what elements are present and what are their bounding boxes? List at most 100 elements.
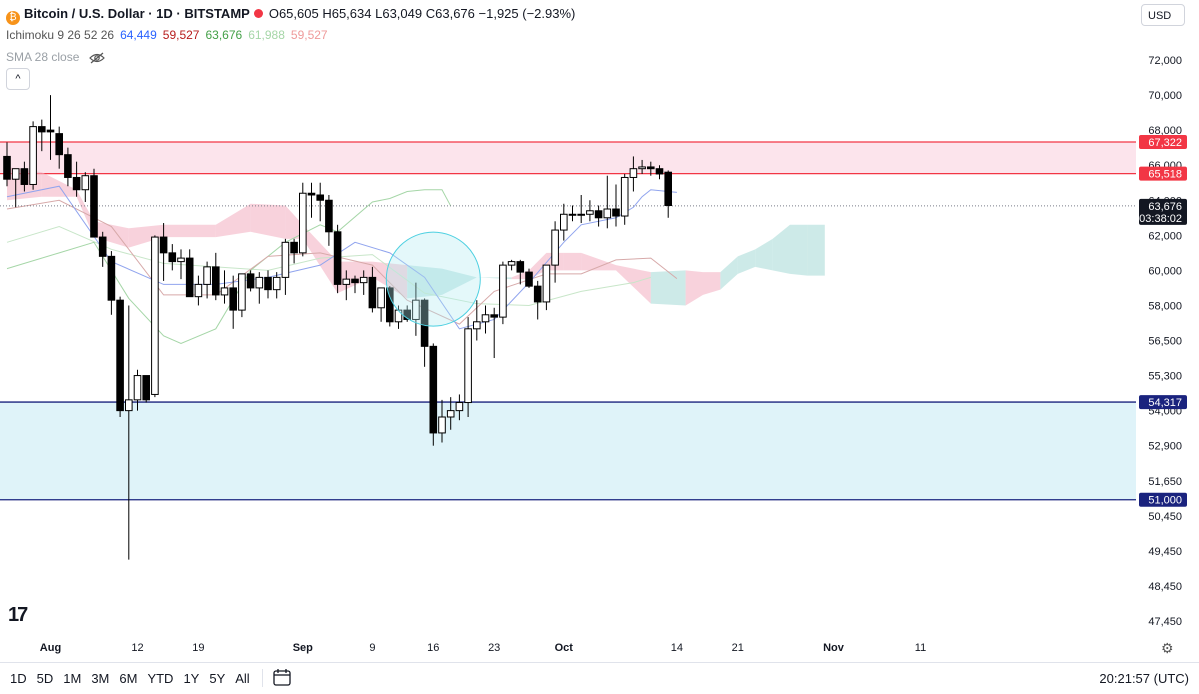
- sma-line: [6, 226, 651, 306]
- ohlc-high: H65,634: [322, 6, 372, 21]
- ohlc-open: O65,605: [268, 6, 319, 21]
- candle-body: [325, 199, 333, 233]
- candle-body: [299, 192, 307, 254]
- cloud-segment: [790, 224, 808, 276]
- candle-body: [551, 229, 559, 266]
- candle-body: [499, 264, 507, 318]
- y-tick-label: 55,300: [1148, 371, 1182, 383]
- x-tick-label: 21: [732, 642, 744, 654]
- x-tick-label: Oct: [555, 642, 574, 654]
- y-tick-label: 49,450: [1148, 546, 1182, 558]
- candle-body: [525, 271, 533, 287]
- hidden-eye-icon[interactable]: [89, 52, 106, 64]
- y-tick-label: 48,450: [1148, 581, 1182, 593]
- cloud-segment: [372, 261, 408, 299]
- ichimoku-legend[interactable]: Ichimoku 9 26 52 26 64,449 59,527 63,676 61,…: [6, 28, 340, 42]
- sma-legend[interactable]: SMA 28 close: [6, 50, 106, 64]
- cloud-segment: [772, 224, 790, 274]
- candle-body: [638, 166, 646, 170]
- calendar-icon[interactable]: [272, 667, 292, 687]
- candle-body: [629, 168, 638, 178]
- resistance-zone: [0, 142, 1136, 174]
- candle-body: [125, 399, 133, 412]
- range-button-5y[interactable]: 5Y: [209, 671, 226, 686]
- price-label-text: 51,000: [1148, 495, 1182, 507]
- x-tick-label: 23: [488, 642, 500, 654]
- currency-selector[interactable]: USD: [1141, 4, 1185, 26]
- candle-body: [481, 314, 490, 323]
- candle-body: [516, 261, 525, 273]
- ichimoku-value-1: 59,527: [162, 28, 200, 42]
- candle-body: [568, 213, 577, 216]
- candle-body: [3, 155, 11, 180]
- range-button-1d[interactable]: 1D: [10, 671, 27, 686]
- candle-body: [464, 328, 472, 404]
- candle-body: [229, 287, 237, 311]
- candle-body: [220, 287, 229, 296]
- cloud-segment: [755, 238, 773, 271]
- candle-body: [403, 309, 411, 320]
- x-tick-label: 19: [192, 642, 204, 654]
- candle-body: [438, 416, 446, 434]
- range-button-1m[interactable]: 1M: [63, 671, 82, 686]
- range-button-all[interactable]: All: [235, 671, 250, 686]
- candle-body: [116, 299, 124, 412]
- price-change: −1,925 (−2.93%): [478, 6, 576, 21]
- cloud-segment: [302, 224, 338, 294]
- range-button-6m[interactable]: 6M: [119, 671, 138, 686]
- cloud-segment: [41, 172, 77, 197]
- cloud-segment: [128, 224, 164, 248]
- candle-body: [194, 283, 203, 298]
- price-chart[interactable]: 72,00070,00068,00066,00064,00062,00060,0…: [0, 0, 1199, 662]
- candle-body: [307, 192, 316, 196]
- x-tick-label: Nov: [823, 642, 845, 654]
- candle-body: [594, 210, 603, 219]
- cloud-segment: [720, 256, 738, 290]
- x-tick-label: 14: [671, 642, 683, 654]
- ichimoku-value-4: 59,527: [290, 28, 328, 42]
- candle-body: [212, 266, 220, 296]
- cloud-segment: [581, 252, 616, 271]
- price-label-badge: [1139, 198, 1187, 225]
- cloud-segment: [250, 203, 286, 239]
- candle-body: [533, 285, 542, 303]
- candle-body: [81, 175, 90, 191]
- ohlc-close: C63,676: [425, 6, 475, 21]
- range-button-5d[interactable]: 5D: [36, 671, 54, 686]
- price-label-text: 67,322: [1148, 137, 1182, 149]
- price-label-badge: [1139, 492, 1187, 507]
- bottom-toolbar: 1D 5D 1M 3M 6M YTD 1Y 5Y All 20:21:57 (UTC): [0, 662, 1199, 694]
- collapse-legend-button[interactable]: ^: [6, 68, 30, 90]
- y-tick-label: 70,000: [1148, 90, 1182, 102]
- candle-body: [142, 375, 150, 401]
- cloud-segment: [685, 270, 703, 306]
- candle-body: [429, 345, 438, 434]
- utc-clock[interactable]: 20:21:57 (UTC): [1099, 671, 1189, 686]
- candle-body: [46, 129, 55, 133]
- candle-body: [377, 287, 385, 309]
- candle-body: [586, 210, 594, 215]
- price-label-text: 63,676: [1148, 201, 1182, 213]
- ichimoku-label: Ichimoku 9 26 52 26: [6, 28, 115, 42]
- candle-body: [246, 273, 255, 289]
- candle-body: [238, 273, 246, 311]
- symbol-title[interactable]: Bitcoin / U.S. Dollar · 1D · BITSTAMP: [24, 6, 250, 21]
- x-tick-label: 9: [369, 642, 375, 654]
- candle-body: [420, 299, 429, 347]
- bitcoin-icon: ₿: [6, 11, 20, 25]
- y-tick-label: 60,000: [1148, 265, 1182, 277]
- cloud-segment: [215, 203, 251, 238]
- tradingview-logo: 17: [8, 604, 28, 626]
- y-tick-label: 58,000: [1148, 300, 1182, 312]
- range-button-1y[interactable]: 1Y: [183, 671, 200, 686]
- candle-body: [185, 257, 194, 298]
- candle-body: [133, 375, 142, 401]
- candle-body: [72, 176, 81, 191]
- candle-body: [159, 236, 168, 254]
- ichimoku-value-3: 61,988: [248, 28, 285, 42]
- range-button-3m[interactable]: 3M: [91, 671, 110, 686]
- gear-icon[interactable]: ⚙: [1161, 640, 1174, 656]
- support-zone: [0, 402, 1136, 500]
- range-button-ytd[interactable]: YTD: [147, 671, 174, 686]
- tenkan-line: [6, 185, 677, 330]
